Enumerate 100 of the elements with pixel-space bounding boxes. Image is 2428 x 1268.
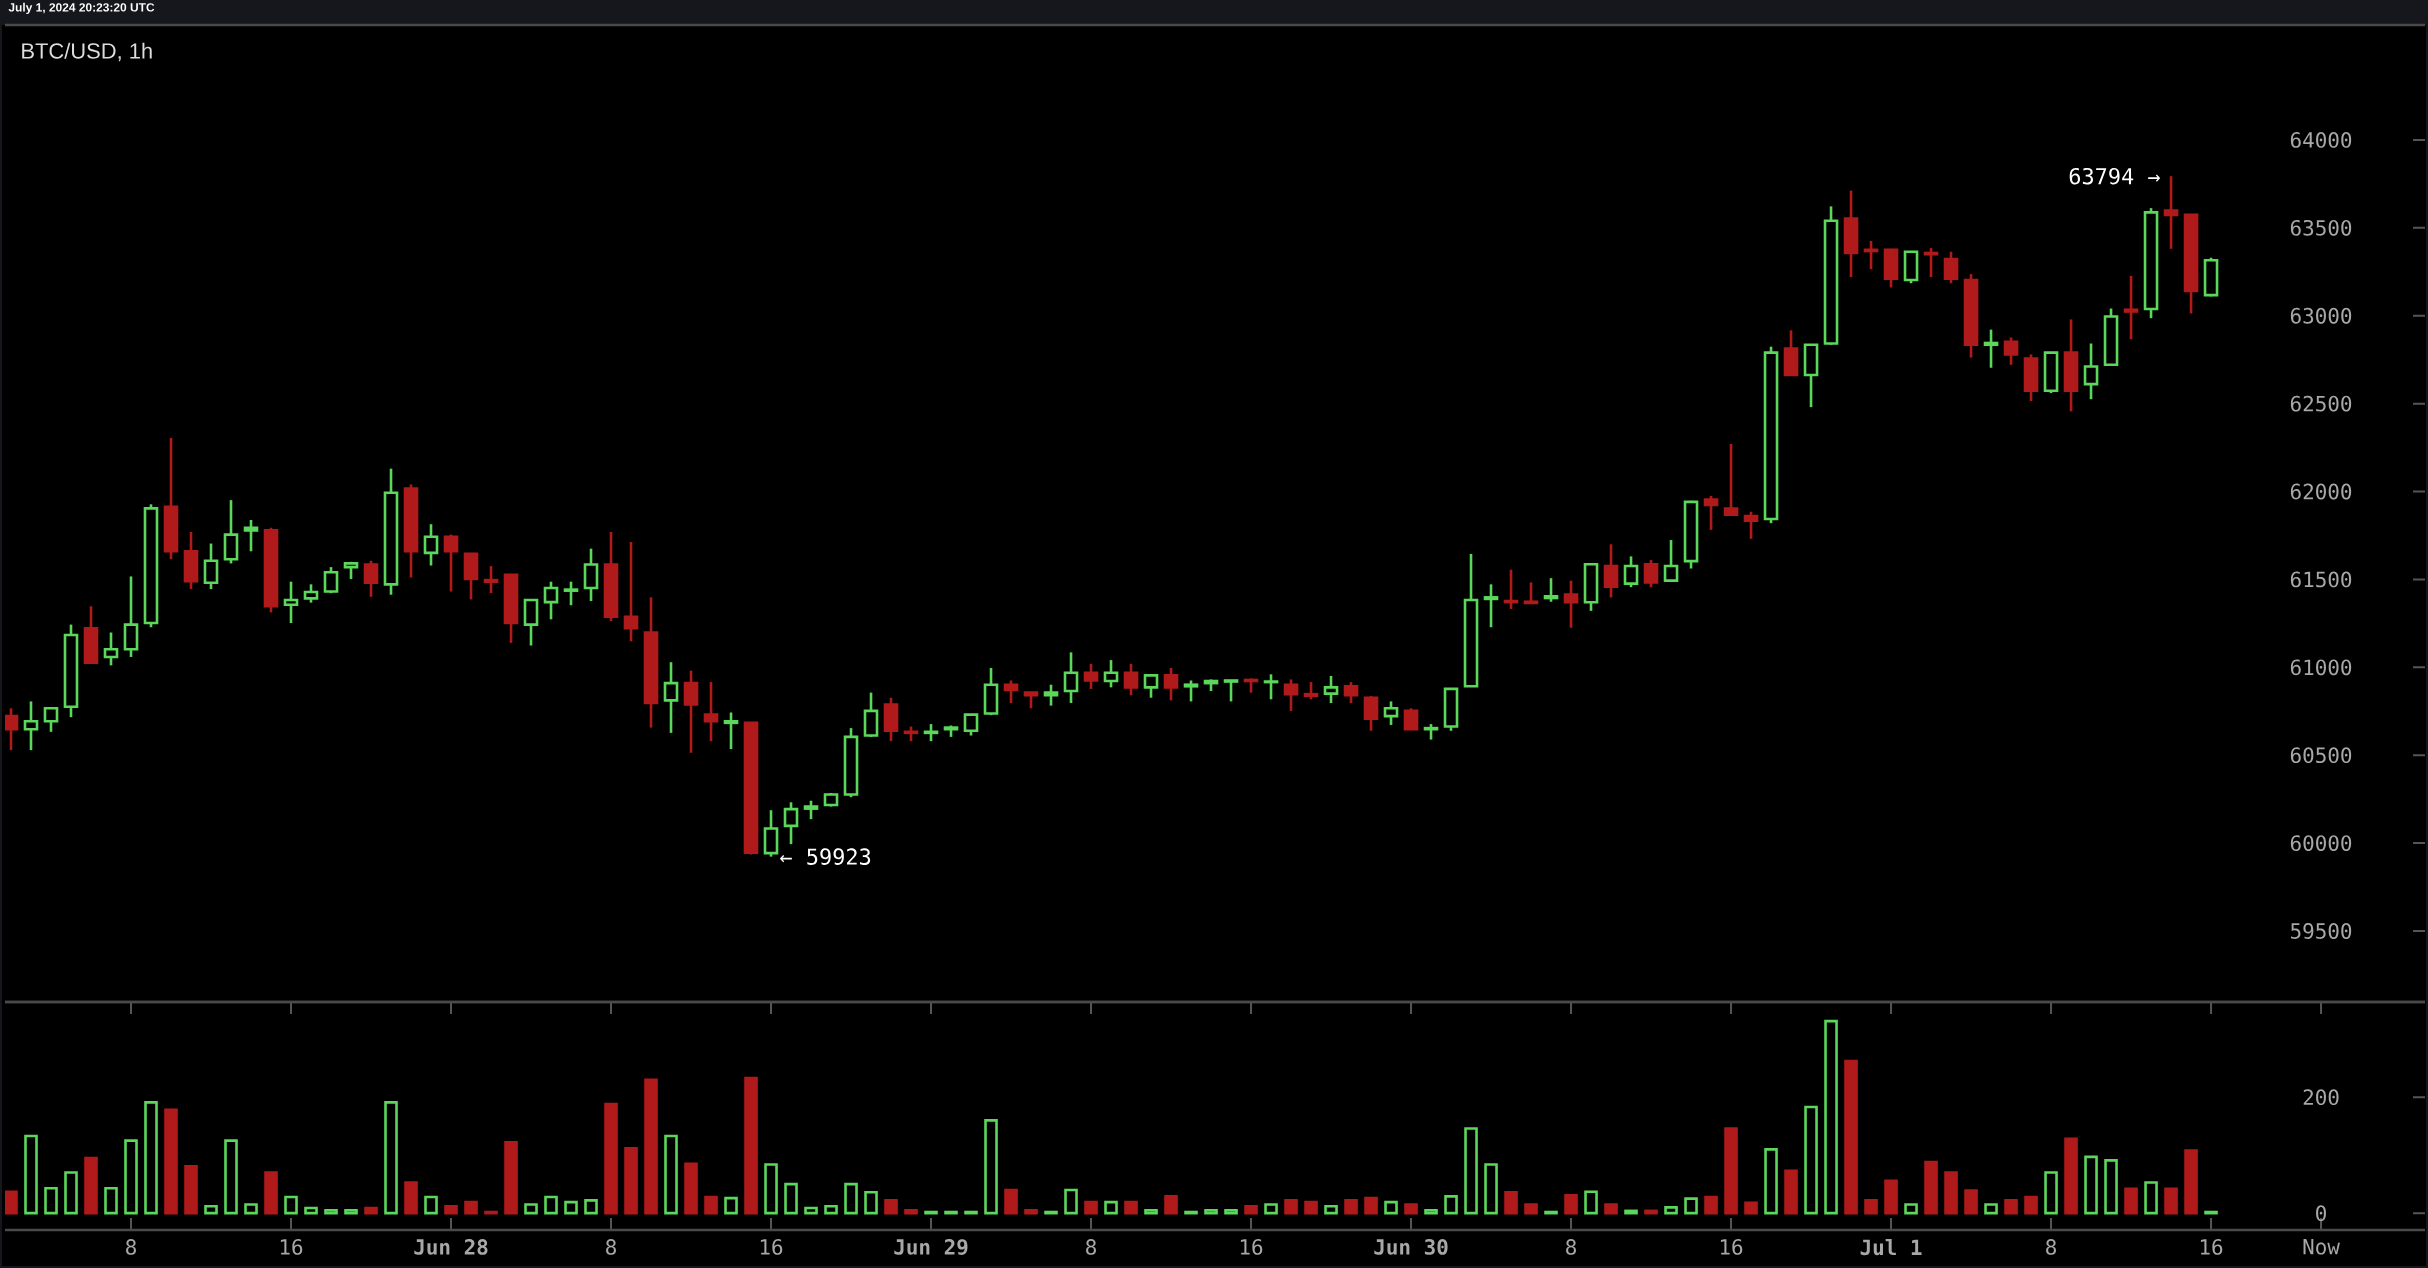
bar bbox=[1464, 1127, 1478, 1215]
y-tick-label: 62000 bbox=[2290, 483, 2352, 500]
bar bbox=[1764, 1148, 1778, 1215]
candlestick bbox=[1923, 246, 1939, 279]
candlestick bbox=[1143, 674, 1159, 700]
bar bbox=[2124, 1187, 2138, 1215]
bar bbox=[704, 1195, 718, 1215]
bar bbox=[1204, 1208, 1218, 1215]
candlestick bbox=[103, 631, 119, 667]
y-tick-label: 0 bbox=[2316, 1205, 2326, 1222]
y-tick-label: 59500 bbox=[2291, 923, 2352, 939]
bar bbox=[1144, 1208, 1158, 1215]
bar bbox=[424, 1195, 438, 1215]
bar bbox=[1784, 1169, 1798, 1215]
y-tick-label: 60000 bbox=[2290, 835, 2352, 851]
bar bbox=[464, 1200, 478, 1215]
bar bbox=[1864, 1199, 1878, 1215]
bar bbox=[224, 1139, 238, 1215]
text: July 1, 2024 20:23:20 UTC bbox=[8, 2, 155, 14]
bar bbox=[744, 1076, 758, 1215]
candlestick bbox=[783, 801, 799, 846]
candlestick bbox=[303, 583, 319, 604]
annotation: ← 59923 bbox=[780, 848, 871, 865]
bar bbox=[1264, 1203, 1278, 1215]
bar bbox=[1644, 1209, 1658, 1215]
bar bbox=[1244, 1204, 1258, 1215]
bar bbox=[1484, 1163, 1498, 1215]
bar bbox=[604, 1102, 618, 1215]
bar bbox=[2164, 1187, 2178, 1215]
candlestick bbox=[1343, 680, 1359, 705]
bar bbox=[724, 1196, 738, 1215]
candlestick bbox=[1623, 555, 1639, 589]
bar bbox=[1164, 1195, 1178, 1215]
bar bbox=[2084, 1155, 2098, 1215]
candlestick bbox=[663, 660, 679, 735]
bar bbox=[1964, 1189, 1978, 1215]
candlestick bbox=[2083, 342, 2099, 401]
x-tick-label: 8 bbox=[1566, 1239, 1576, 1255]
x-tick-label: 8 bbox=[2046, 1239, 2056, 1255]
bar bbox=[1744, 1201, 1758, 1215]
y-tick-label: 200 bbox=[2303, 1089, 2339, 1106]
bar bbox=[244, 1203, 258, 1215]
x-tick-label: Now bbox=[2303, 1239, 2340, 1255]
candlestick bbox=[43, 706, 59, 734]
candlestick bbox=[1943, 250, 1959, 285]
bar bbox=[184, 1164, 198, 1215]
bar bbox=[844, 1182, 858, 1215]
bar bbox=[664, 1134, 678, 1215]
bar bbox=[884, 1199, 898, 1215]
bar bbox=[2104, 1159, 2118, 1215]
bar bbox=[1104, 1200, 1118, 1215]
bar bbox=[524, 1203, 538, 1215]
y-tick-label: 61000 bbox=[2290, 659, 2352, 676]
text: BTC/USD, 1h bbox=[22, 42, 152, 62]
candlestick bbox=[1383, 700, 1399, 727]
bar bbox=[1824, 1019, 1838, 1215]
x-tick-label: Jul 1 bbox=[1860, 1239, 1922, 1256]
candlestick bbox=[623, 540, 639, 643]
candlestick bbox=[243, 518, 259, 553]
bar bbox=[2184, 1149, 2198, 1215]
bar bbox=[1084, 1200, 1098, 1215]
x-tick-label: 16 bbox=[280, 1239, 303, 1255]
bar bbox=[1844, 1059, 1858, 1215]
bar bbox=[1304, 1200, 1318, 1215]
bar bbox=[1444, 1195, 1458, 1215]
candlestick bbox=[1723, 442, 1739, 517]
bar bbox=[384, 1101, 398, 1215]
bar bbox=[264, 1171, 278, 1215]
bar bbox=[124, 1139, 138, 1215]
candlestick bbox=[1063, 651, 1079, 705]
bar bbox=[1384, 1200, 1398, 1215]
candlestick bbox=[1663, 538, 1679, 582]
x-tick-label: 16 bbox=[760, 1239, 783, 1255]
candlestick bbox=[703, 680, 719, 743]
bar bbox=[1024, 1208, 1038, 1215]
candlestick bbox=[1363, 694, 1379, 733]
bar bbox=[584, 1199, 598, 1215]
candlestick bbox=[1983, 328, 1999, 370]
bar bbox=[1064, 1188, 1078, 1215]
x-tick-label: Jun 30 bbox=[1374, 1239, 1448, 1255]
bar bbox=[64, 1171, 78, 1215]
candlestick bbox=[323, 565, 339, 595]
x-tick-label: 16 bbox=[1720, 1239, 1743, 1255]
bar bbox=[1924, 1160, 1938, 1215]
candlestick bbox=[1183, 679, 1199, 703]
candlestick bbox=[203, 542, 219, 591]
bar bbox=[2004, 1199, 2018, 1215]
candlestick bbox=[1543, 576, 1559, 604]
candlestick bbox=[1283, 678, 1299, 713]
candlestick bbox=[23, 700, 39, 752]
bar bbox=[824, 1204, 838, 1215]
bar bbox=[104, 1186, 118, 1215]
x-tick-label: Jun 29 bbox=[894, 1239, 968, 1255]
y-tick-label: 61500 bbox=[2290, 571, 2352, 588]
bar bbox=[324, 1208, 338, 1215]
candlestick bbox=[963, 713, 979, 737]
bar bbox=[984, 1119, 998, 1215]
candlestick bbox=[1743, 510, 1759, 541]
candlestick bbox=[1483, 583, 1499, 629]
candlestick bbox=[1103, 658, 1119, 689]
